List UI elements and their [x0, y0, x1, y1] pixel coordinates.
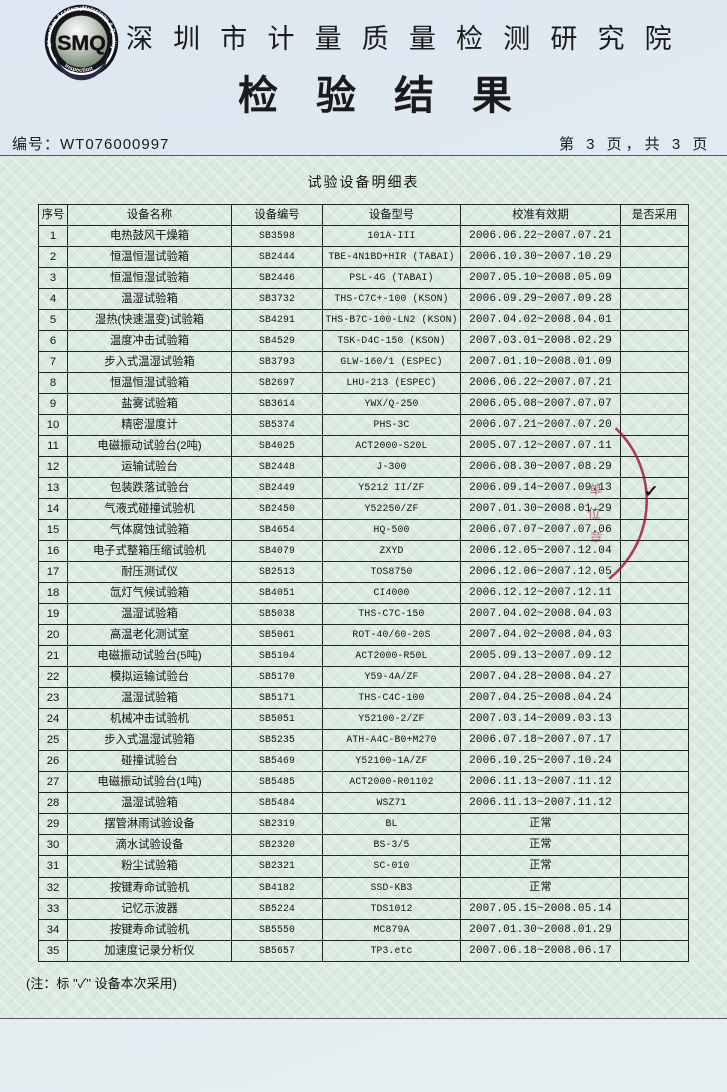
svg-text:SMQ: SMQ: [57, 31, 106, 55]
